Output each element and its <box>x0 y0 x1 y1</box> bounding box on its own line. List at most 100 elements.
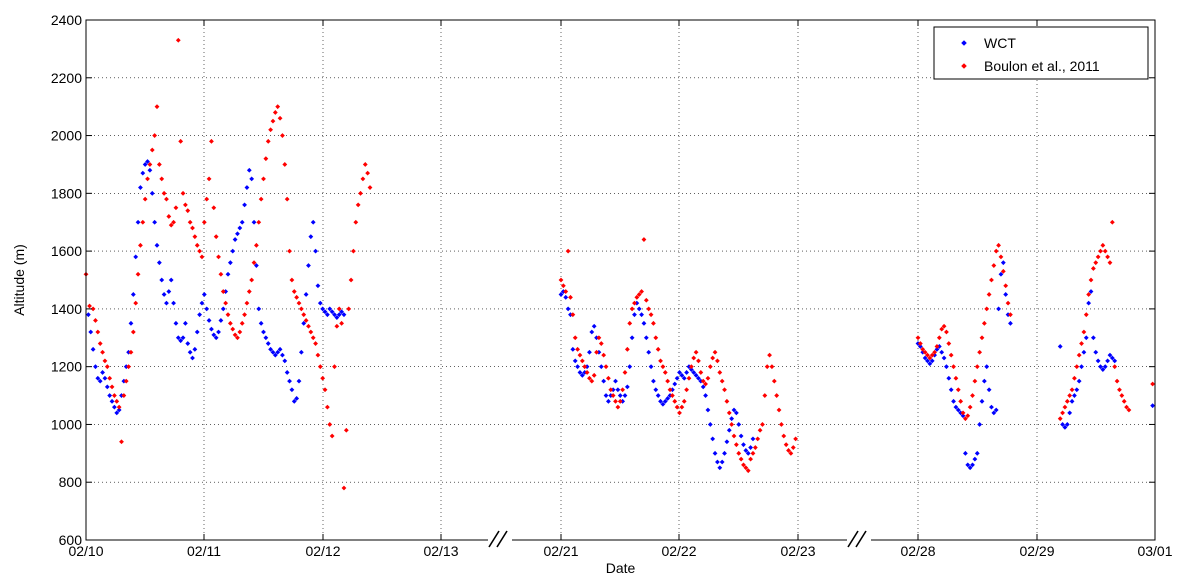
boulon-point <box>204 196 210 202</box>
wct-point <box>168 277 174 283</box>
wct-point <box>220 306 226 312</box>
wct-point <box>1086 300 1092 306</box>
boulon-point <box>1057 416 1063 422</box>
wct-point <box>135 219 141 225</box>
wct-point <box>684 370 690 375</box>
boulon-point <box>209 138 214 144</box>
wct-point <box>327 306 333 312</box>
wct-point <box>284 370 290 375</box>
legend-marker-symbol <box>961 40 967 46</box>
boulon-point <box>965 413 971 419</box>
boulon-point <box>951 364 956 370</box>
boulon-point <box>641 237 647 242</box>
boulon-point <box>946 341 952 346</box>
boulon-point <box>587 375 592 381</box>
boulon-point <box>351 248 356 254</box>
boulon-point <box>738 456 744 462</box>
boulon-point <box>161 190 167 196</box>
boulon-point <box>251 260 257 266</box>
wct-point <box>712 450 718 456</box>
axis-break-slash <box>496 530 508 548</box>
wct-point <box>736 422 742 427</box>
wct-point <box>632 312 637 318</box>
wct-point <box>710 436 716 442</box>
wct-point <box>199 300 205 306</box>
boulon-point <box>598 341 604 346</box>
wct-point <box>738 433 744 439</box>
boulon-point <box>696 358 701 364</box>
wct-point <box>965 462 971 468</box>
boulon-point <box>365 170 371 176</box>
y-tick-label: 1000 <box>51 416 82 432</box>
wct-point <box>201 292 207 297</box>
boulon-point <box>156 162 162 167</box>
boulon-point <box>192 234 198 240</box>
wct-point <box>308 234 314 240</box>
boulon-point <box>244 300 250 306</box>
boulon-point <box>639 289 644 294</box>
x-tick-label: 02/21 <box>543 543 578 559</box>
y-tick-label: 2200 <box>51 70 82 86</box>
wct-point <box>237 225 243 231</box>
wct-point <box>750 436 756 442</box>
wct-point <box>206 318 212 323</box>
wct-point <box>717 465 723 471</box>
wct-point <box>970 462 975 468</box>
wct-point <box>180 335 186 341</box>
wct-point <box>133 254 139 260</box>
boulon-point <box>570 312 576 318</box>
boulon-point <box>760 422 765 427</box>
wct-point <box>946 375 952 381</box>
boulon-point <box>596 335 602 341</box>
wct-point <box>138 185 143 190</box>
boulon-point <box>282 162 288 167</box>
wct-point <box>662 398 668 404</box>
boulon-point <box>610 393 616 398</box>
boulon-point <box>974 364 980 370</box>
boulon-point <box>180 190 186 196</box>
boulon-point <box>986 292 992 297</box>
boulon-point <box>936 335 942 341</box>
wct-point <box>1074 387 1080 393</box>
wct-point <box>128 320 134 326</box>
boulon-point <box>348 277 354 283</box>
wct-point <box>306 263 311 268</box>
boulon-point <box>927 355 933 361</box>
wct-point <box>615 387 621 393</box>
wct-point <box>989 404 994 410</box>
plot-frame <box>85 19 1156 541</box>
boulon-point <box>613 398 618 404</box>
wct-point <box>1064 422 1070 427</box>
boulon-point <box>629 306 635 312</box>
boulon-point <box>1095 254 1101 260</box>
x-tick-label: 02/10 <box>68 543 103 559</box>
boulon-point <box>97 341 103 346</box>
wct-point <box>641 320 647 326</box>
wct-point <box>145 159 150 164</box>
boulon-point <box>301 312 307 318</box>
boulon-point <box>296 300 302 306</box>
boulon-point <box>984 306 990 312</box>
wct-point <box>225 271 231 277</box>
axis-break-slash <box>847 530 859 548</box>
boulon-point <box>722 387 727 393</box>
wct-point <box>960 413 966 419</box>
boulon-point <box>705 375 711 381</box>
wct-point <box>235 231 240 237</box>
boulon-point <box>315 352 321 358</box>
wct-point <box>700 384 706 390</box>
legend: WCT Boulon et al., 2011 <box>933 26 1149 80</box>
boulon-point <box>1008 312 1013 318</box>
wct-point <box>161 292 167 297</box>
boulon-point <box>627 320 633 326</box>
boulon-point <box>123 378 129 384</box>
wct-point <box>216 329 221 335</box>
wct-point <box>705 407 711 413</box>
boulon-point <box>781 433 787 439</box>
wct-point <box>691 370 697 375</box>
boulon-point <box>736 450 742 456</box>
boulon-point <box>558 277 564 283</box>
wct-point <box>230 248 236 254</box>
wct-point <box>1102 364 1108 370</box>
wct-point <box>194 329 200 335</box>
